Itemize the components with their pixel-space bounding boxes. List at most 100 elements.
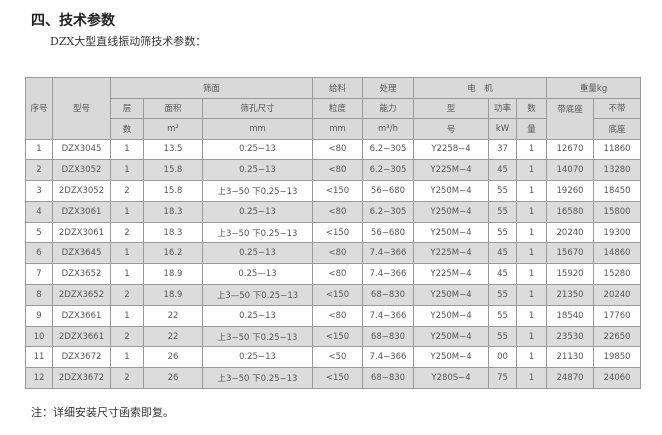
header-area: 面积 xyxy=(143,97,203,119)
table-cell: 0.25−13 xyxy=(201,159,314,182)
table-row: 11 DZX3672 1 26 0.25−13 <50 7.4−366 Y250M−4 00 1 2… xyxy=(25,346,642,369)
table-cell: 1 xyxy=(110,263,144,286)
header-feed-size: 粒度 xyxy=(312,97,364,119)
table-cell: 1 xyxy=(110,304,144,327)
table-cell: 1 xyxy=(110,159,144,182)
table-cell: DZX3045 xyxy=(52,138,111,161)
table-cell: 16580 xyxy=(546,200,595,223)
table-cell: 6.2−305 xyxy=(362,159,415,182)
table-row: 12 2DZX3672 2 26 上3−50 下0.25−13 <150 68−830 Y28… xyxy=(25,367,642,390)
table-cell: 45 xyxy=(488,263,518,286)
table-cell: 68−830 xyxy=(362,325,415,348)
table-cell: 55 xyxy=(488,304,518,327)
table-cell: 0.25−13 xyxy=(201,304,314,327)
table-cell: 2DZX3661 xyxy=(52,325,111,348)
table-cell: <80 xyxy=(312,159,364,182)
table-cell: <50 xyxy=(312,346,364,369)
header-capacity2: 能力 xyxy=(362,97,415,119)
header-area-unit: m² xyxy=(143,118,203,140)
table-cell: DZX3052 xyxy=(52,159,111,182)
table-cell: 1 xyxy=(516,304,548,327)
header-aperture-unit: mm xyxy=(201,118,314,140)
table-cell: DZX3661 xyxy=(52,304,111,327)
table-cell: 2 xyxy=(110,367,144,390)
table-cell: 11860 xyxy=(593,138,642,161)
header-screen: 筛面 xyxy=(109,77,314,99)
header-weight: 重量kg xyxy=(546,77,642,99)
table-cell: 14070 xyxy=(546,159,595,182)
table-cell: 13.5 xyxy=(143,138,203,161)
table-cell: 15280 xyxy=(593,263,642,286)
table-cell: 7.4−366 xyxy=(362,242,415,265)
table-cell: 0.25—13 xyxy=(201,263,314,286)
table-cell: 16.2 xyxy=(143,242,203,265)
table-cell: 1 xyxy=(516,138,548,161)
header-layers: 层 xyxy=(110,97,144,119)
header-qty2: 量 xyxy=(516,118,548,140)
table-cell: 2DZX3672 xyxy=(52,367,111,390)
table-row: 1 DZX3045 1 13.5 0.25−13 <80 6.2−305 Y2258−4 37 1… xyxy=(25,138,642,161)
table-cell: 上3−50 下0.25−13 xyxy=(201,221,314,244)
table-cell: Y225M−4 xyxy=(413,159,490,182)
table-cell: 0.25−13 xyxy=(201,138,314,161)
header-feed: 给料 xyxy=(312,77,364,99)
table-cell: 19850 xyxy=(593,346,642,369)
spec-table: 序号 型号 筛面 给料 处理 电 机 重量kg 层 面积 筛孔尺寸 粒度 能力 … xyxy=(25,77,642,390)
table-cell: <150 xyxy=(312,221,364,244)
table-cell: 9 xyxy=(25,304,53,327)
table-row: 8 2DZX3652 2 18.9 上3—50 下0.25−13 <150 68−830 Y2… xyxy=(25,284,642,306)
table-row: 7 DZX3652 1 18.9 0.25—13 <80 7.4−366 Y225M−4 45 1… xyxy=(25,263,642,286)
header-capacity: 处理 xyxy=(362,77,415,99)
table-cell: 26 xyxy=(143,346,203,369)
table-cell: 1 xyxy=(110,200,144,223)
table-cell: Y280S−4 xyxy=(413,367,490,390)
table-cell: 12670 xyxy=(546,138,595,161)
table-cell: 上3—50 下0.25−13 xyxy=(201,284,314,306)
table-cell: 10 xyxy=(25,325,53,348)
table-cell: 3 xyxy=(25,180,53,202)
table-cell: <150 xyxy=(312,180,364,202)
table-cell: 1 xyxy=(516,263,548,286)
table-cell: 55 xyxy=(488,221,518,244)
table-cell: 2DZX3652 xyxy=(52,284,111,306)
table-cell: 56−680 xyxy=(362,221,415,244)
table-cell: 21130 xyxy=(546,346,595,369)
footnote: 注：详细安装尺寸函索即复。 xyxy=(31,406,174,419)
table-cell: DZX3672 xyxy=(52,346,111,369)
table-cell: 24060 xyxy=(593,367,642,390)
table-cell: 18.3 xyxy=(143,221,203,244)
table-cell: <150 xyxy=(312,325,364,348)
table-cell: 18.3 xyxy=(143,200,203,223)
table-cell: 6.2−305 xyxy=(362,138,415,161)
table-cell: Y250M−4 xyxy=(413,304,490,327)
header-capacity-unit: m³/h xyxy=(362,118,415,140)
table-cell: DZX3652 xyxy=(52,263,111,286)
table-row: 9 DZX3661 1 22 0.25−13 <80 7.4−366 Y250M−4 55 1 18… xyxy=(25,304,642,327)
table-cell: 0.25−13 xyxy=(201,242,314,265)
table-cell: 上3−50 下0.25−13 xyxy=(201,180,314,202)
table-cell: <80 xyxy=(312,138,364,161)
table-row: 10 2DZX3661 2 22 上3−50 下0.25−13 <150 68−830 Y25… xyxy=(25,325,642,348)
table-cell: 23530 xyxy=(546,325,595,348)
table-cell: 1 xyxy=(110,242,144,265)
table-cell: Y2258−4 xyxy=(413,138,490,161)
table-cell: <80 xyxy=(312,304,364,327)
table-cell: Y225M−4 xyxy=(413,242,490,265)
table-cell: 上3−50 下0.25−13 xyxy=(201,367,314,390)
table-cell: 7 xyxy=(25,263,53,286)
table-cell: <80 xyxy=(312,200,364,223)
table-cell: 22 xyxy=(143,304,203,327)
table-cell: 55 xyxy=(488,200,518,223)
table-cell: 2 xyxy=(110,325,144,348)
table-cell: 1 xyxy=(25,138,53,161)
table-cell: 1 xyxy=(516,346,548,369)
table-cell: 19300 xyxy=(593,221,642,244)
header-seq: 序号 xyxy=(25,77,53,140)
table-cell: 15.8 xyxy=(143,159,203,182)
table-cell: 1 xyxy=(516,159,548,182)
table-cell: 4 xyxy=(25,200,53,223)
table-cell: <150 xyxy=(312,284,364,306)
table-cell: Y250M−4 xyxy=(413,180,490,202)
header-motor-model2: 号 xyxy=(413,118,490,140)
table-cell: 13280 xyxy=(593,159,642,182)
